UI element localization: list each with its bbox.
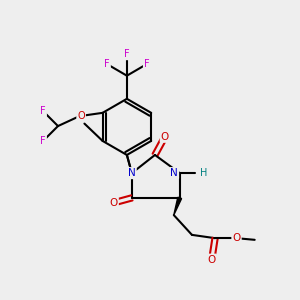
Text: F: F [124, 49, 130, 59]
Text: N: N [170, 168, 178, 178]
Text: F: F [144, 59, 149, 69]
Text: F: F [40, 136, 46, 146]
Text: O: O [110, 198, 118, 208]
Text: O: O [208, 255, 216, 265]
Text: O: O [232, 233, 241, 243]
Polygon shape [174, 197, 182, 215]
Text: O: O [161, 132, 169, 142]
Text: F: F [104, 59, 110, 69]
Text: F: F [40, 106, 46, 116]
Text: H: H [200, 168, 207, 178]
Text: N: N [128, 168, 136, 178]
Text: O: O [77, 111, 85, 121]
